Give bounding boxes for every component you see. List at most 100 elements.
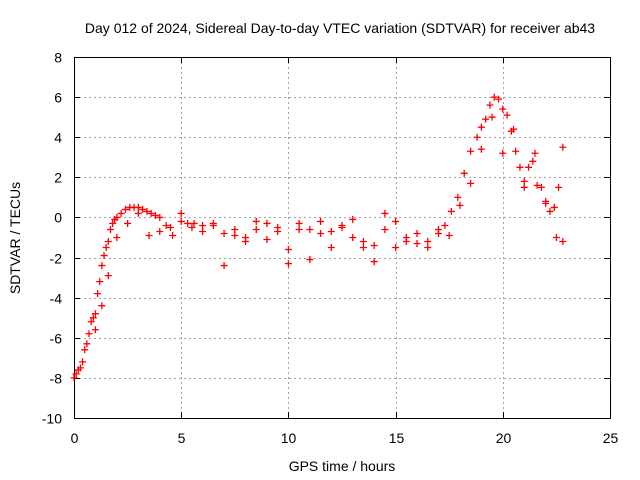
data-point (124, 219, 132, 227)
data-point (359, 244, 367, 252)
x-tick-label: 25 (603, 430, 619, 446)
data-point (242, 238, 250, 246)
data-point (87, 318, 95, 326)
data-point (402, 234, 410, 241)
data-point (525, 163, 533, 171)
data-point (424, 238, 432, 246)
data-point (156, 213, 164, 221)
data-point (499, 149, 507, 157)
data-point (503, 111, 511, 119)
y-tick-label: -10 (42, 411, 62, 427)
data-point (542, 199, 550, 207)
data-point (79, 358, 87, 366)
data-point (445, 231, 453, 239)
data-point (117, 209, 125, 217)
data-point (284, 246, 292, 254)
data-point (550, 203, 558, 211)
data-point (274, 223, 282, 231)
data-point (263, 236, 271, 244)
data-point (134, 203, 142, 211)
data-point (456, 201, 464, 209)
data-point (392, 244, 400, 252)
data-point (424, 244, 432, 252)
data-point (447, 207, 455, 215)
data-point (231, 231, 239, 239)
data-point (199, 221, 207, 229)
axis-ticks (74, 57, 611, 419)
data-point (199, 227, 207, 235)
data-point (460, 169, 468, 177)
data-point (434, 225, 442, 233)
data-point (113, 213, 121, 221)
data-point (516, 163, 524, 171)
data-point (98, 302, 106, 310)
data-point (317, 229, 325, 237)
data-point (209, 219, 217, 227)
data-point (231, 225, 239, 233)
data-point (100, 252, 108, 260)
x-tick-label: 20 (496, 430, 512, 446)
data-point (220, 262, 228, 270)
data-point (495, 95, 503, 103)
data-point (91, 310, 99, 318)
data-point (169, 231, 177, 239)
data-point (381, 225, 389, 233)
y-tick-label: 8 (54, 50, 62, 66)
data-point (552, 234, 560, 241)
data-point (263, 219, 271, 227)
data-point (349, 215, 357, 223)
data-point (317, 217, 325, 225)
plot-frame (74, 57, 611, 419)
data-point (490, 93, 498, 101)
data-point (81, 346, 89, 354)
data-point (184, 219, 192, 227)
data-point (85, 330, 93, 338)
chart-title: Day 012 of 2024, Sidereal Day-to-day VTE… (85, 20, 595, 36)
y-tick-label: 6 (54, 90, 62, 106)
data-point (454, 193, 462, 201)
data-point (83, 340, 91, 348)
y-tick-label: 2 (54, 170, 62, 186)
data-point (306, 225, 314, 233)
data-point (109, 219, 117, 227)
data-point (166, 223, 174, 231)
y-tick-label: 4 (54, 130, 62, 146)
data-point (145, 231, 153, 239)
data-point (413, 229, 421, 237)
data-point (477, 123, 485, 131)
x-tick-label: 15 (389, 430, 405, 446)
data-point (76, 364, 84, 372)
data-point (113, 234, 121, 241)
data-point (559, 143, 567, 151)
data-point (177, 209, 185, 217)
data-point (106, 225, 114, 233)
y-tick-label: -6 (50, 331, 63, 347)
data-point (72, 370, 80, 378)
data-point (559, 238, 567, 246)
data-point (510, 125, 518, 133)
y-tick-label: -4 (50, 291, 63, 307)
data-point (98, 262, 106, 270)
data-point (70, 374, 78, 382)
y-tick-label: -2 (50, 251, 63, 267)
y-axis-label: SDTVAR / TECUs (7, 182, 23, 294)
data-point (370, 258, 378, 266)
data-point (147, 209, 155, 217)
data-point (520, 183, 528, 191)
data-point (370, 242, 378, 250)
data-point (220, 229, 228, 237)
data-points (70, 93, 567, 382)
data-point (96, 278, 104, 286)
data-point (327, 227, 335, 235)
gridlines (74, 57, 610, 418)
data-point (349, 234, 357, 241)
data-point (486, 101, 494, 109)
data-point (190, 219, 198, 227)
data-point (102, 244, 110, 252)
data-point (413, 240, 421, 248)
data-point (327, 244, 335, 252)
data-point (529, 157, 537, 165)
data-point (306, 256, 314, 264)
data-point (151, 211, 159, 219)
